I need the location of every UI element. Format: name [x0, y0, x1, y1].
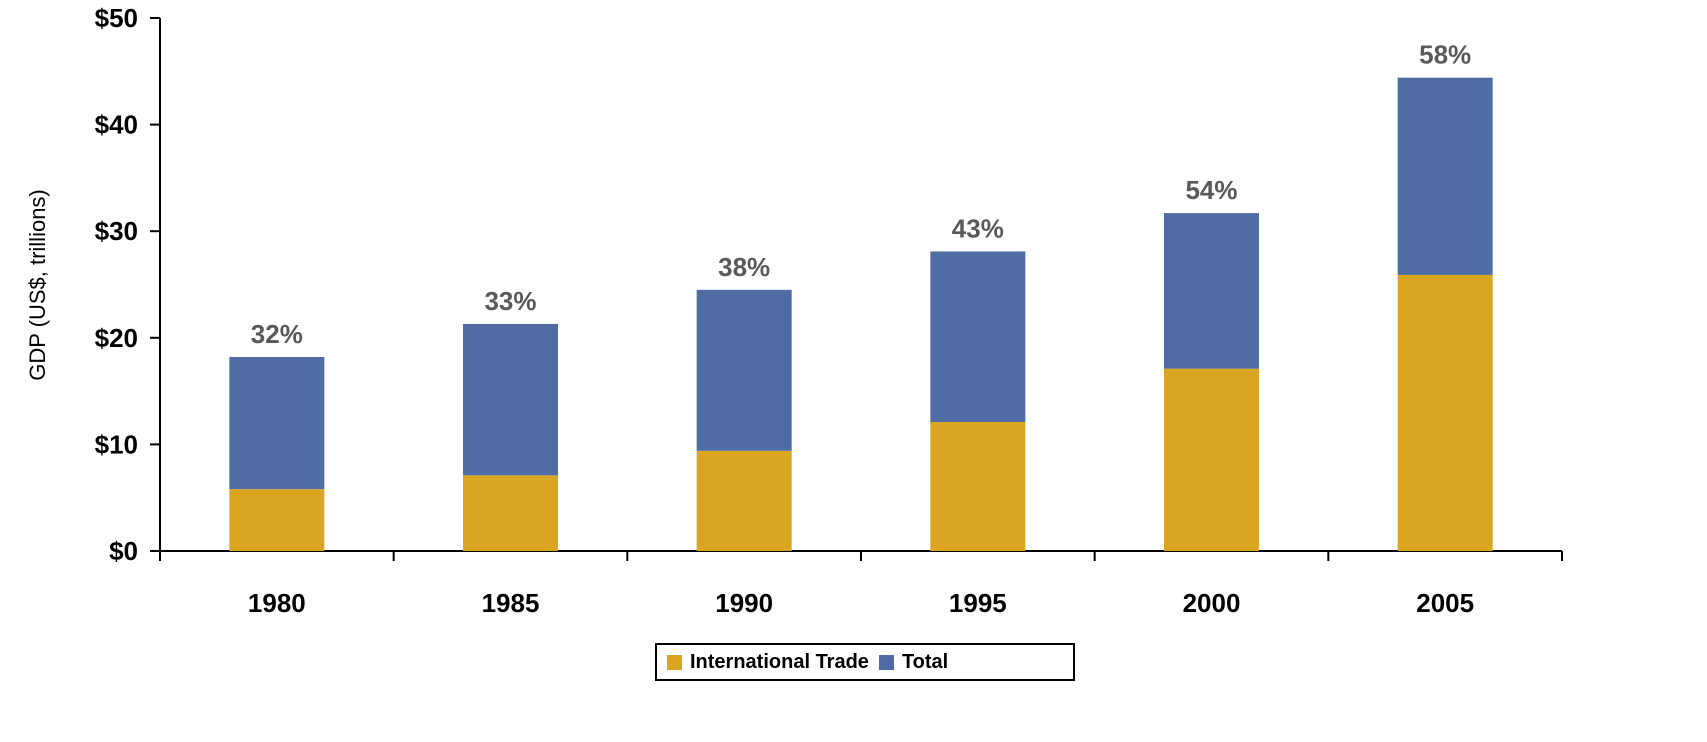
- bars: [229, 77, 1493, 551]
- bar-international-trade-2000: [1164, 368, 1259, 551]
- bar-international-trade-2005: [1397, 274, 1493, 551]
- y-tick-label: $30: [95, 216, 138, 246]
- legend: International Trade Total: [655, 643, 1075, 681]
- legend-label-total: Total: [901, 650, 949, 673]
- y-axis: $0 $10 $20 $30 $40 $50: [95, 3, 161, 566]
- data-label-1985: 33%: [484, 286, 536, 316]
- x-tick-label: 1980: [248, 588, 306, 618]
- y-tick-label: $20: [95, 323, 138, 353]
- data-label-2000: 54%: [1185, 175, 1237, 205]
- bar-total-1995: [930, 251, 1026, 423]
- y-tick-label: $0: [109, 536, 138, 566]
- bar-total-1985: [463, 323, 558, 476]
- x-tick-label: 1985: [482, 588, 540, 618]
- x-tick-label: 1990: [715, 588, 773, 618]
- x-tick-label: 2000: [1183, 588, 1241, 618]
- bar-international-trade-1995: [930, 422, 1026, 551]
- bar-total-1980: [229, 356, 325, 490]
- data-label-2005: 58%: [1419, 40, 1471, 70]
- legend-item-international-trade: International Trade: [667, 651, 869, 674]
- bar-total-2000: [1164, 213, 1259, 369]
- x-axis: 1980 1985 1990 1995 2000 2005: [159, 550, 1563, 618]
- y-tick-label: $50: [95, 3, 138, 33]
- x-tick-label: 2005: [1416, 588, 1474, 618]
- bar-international-trade-1990: [696, 450, 792, 551]
- data-label-1995: 43%: [952, 213, 1004, 243]
- legend-swatch-international-trade: [667, 654, 682, 670]
- bar-international-trade-1980: [229, 489, 325, 551]
- bar-total-2005: [1397, 77, 1493, 275]
- legend-swatch-total: [878, 654, 894, 670]
- x-tick-label: 1995: [949, 588, 1007, 618]
- bar-total-1990: [696, 289, 792, 451]
- data-label-1980: 32%: [251, 319, 303, 349]
- legend-label-international-trade: International Trade: [690, 650, 869, 673]
- y-tick-label: $10: [95, 429, 138, 459]
- data-labels: 32% 33% 38% 43% 54% 58%: [251, 40, 1471, 349]
- data-label-1990: 38%: [718, 252, 770, 282]
- legend-item-total: Total: [878, 650, 949, 674]
- y-axis-title: GDP (US$, trillions): [25, 189, 50, 381]
- y-tick-label: $40: [95, 110, 138, 140]
- bar-international-trade-1985: [463, 475, 558, 551]
